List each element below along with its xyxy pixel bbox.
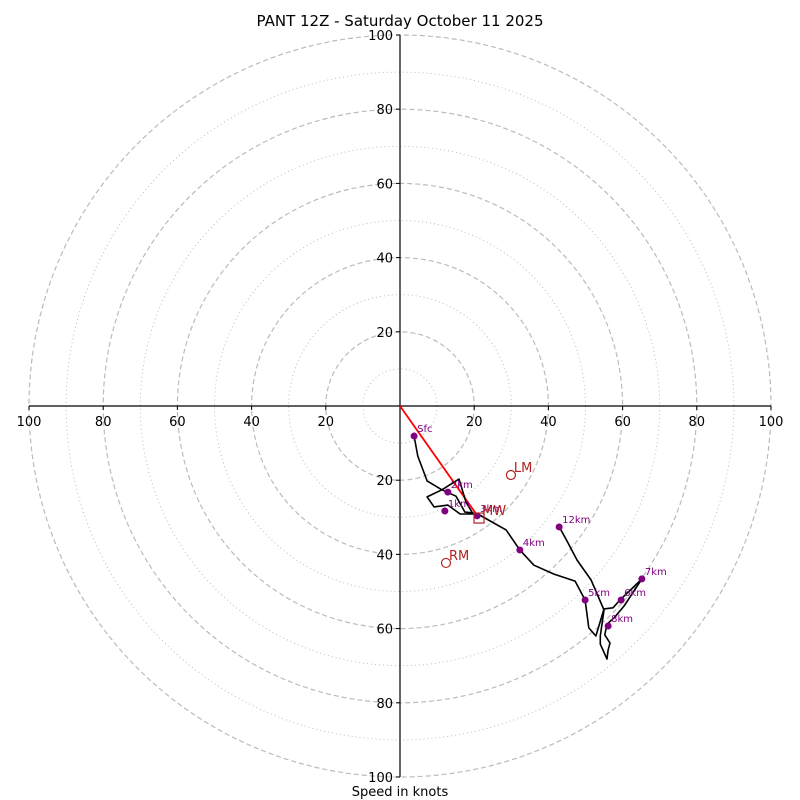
- height-marker-dot: [617, 596, 625, 604]
- height-marker-dot: [410, 432, 418, 440]
- storm-motion-label: LM: [514, 461, 532, 476]
- x-tick-label: 60: [614, 415, 631, 430]
- y-tick-label: 40: [376, 252, 393, 267]
- mean-wind-marker: [473, 512, 485, 524]
- height-marker-label: 1km: [448, 499, 470, 510]
- height-marker-label: 7km: [645, 567, 667, 578]
- height-marker-label: 5km: [588, 588, 610, 599]
- tick-labels: 100 80 60 40 20 20 40 60 80 100 100 80 60 40 20 20 40 60 8…: [17, 29, 784, 786]
- height-marker-label: 3km: [480, 504, 502, 515]
- y-tick-label: 100: [368, 29, 393, 44]
- height-marker-dot: [516, 546, 524, 554]
- y-tick-label: 40: [376, 548, 393, 563]
- x-tick-label: 60: [169, 415, 186, 430]
- height-marker-dot: [441, 507, 449, 515]
- height-marker-label: 12km: [562, 515, 590, 526]
- height-marker-label: 2km: [451, 480, 473, 491]
- hodograph-trace: [413, 435, 643, 660]
- height-marker-label: Sfc: [417, 424, 432, 435]
- x-tick-label: 80: [689, 415, 706, 430]
- storm-motion-label: MW: [482, 504, 506, 519]
- height-marker-label: 6km: [624, 588, 646, 599]
- height-marker-dot: [555, 523, 563, 531]
- storm-motion-marker: [505, 469, 517, 481]
- storm-motion-marker: [440, 557, 452, 569]
- x-tick-label: 20: [318, 415, 335, 430]
- storm-motion-markers: LM RM MW: [440, 461, 532, 569]
- y-tick-label: 80: [376, 697, 393, 712]
- chart-title: PANT 12Z - Saturday October 11 2025: [257, 12, 544, 30]
- y-tick-label: 20: [376, 474, 393, 489]
- x-tick-label: 100: [759, 415, 784, 430]
- x-tick-label: 40: [243, 415, 260, 430]
- x-tick-label: 100: [17, 415, 42, 430]
- y-tick-label: 60: [376, 623, 393, 638]
- x-tick-label: 20: [466, 415, 483, 430]
- height-markers: Sfc 1km 2km 3km 4km 5km 6km 7km 8km 12km: [410, 424, 667, 630]
- x-tick-label: 40: [540, 415, 557, 430]
- height-marker-dot: [581, 596, 589, 604]
- height-marker-dot: [473, 512, 481, 520]
- hodograph-line: [413, 435, 643, 660]
- height-marker-dot: [638, 575, 646, 583]
- height-marker-label: 4km: [523, 538, 545, 549]
- height-marker-dot: [604, 622, 612, 630]
- y-tick-label: 80: [376, 103, 393, 118]
- height-marker-dot: [444, 488, 452, 496]
- storm-motion-label: RM: [449, 549, 469, 564]
- y-tick-label: 100: [368, 771, 393, 786]
- y-tick-label: 20: [376, 326, 393, 341]
- x-axis-label: Speed in knots: [352, 785, 449, 800]
- height-marker-label: 8km: [611, 614, 633, 625]
- x-tick-label: 80: [95, 415, 112, 430]
- y-tick-label: 60: [376, 177, 393, 192]
